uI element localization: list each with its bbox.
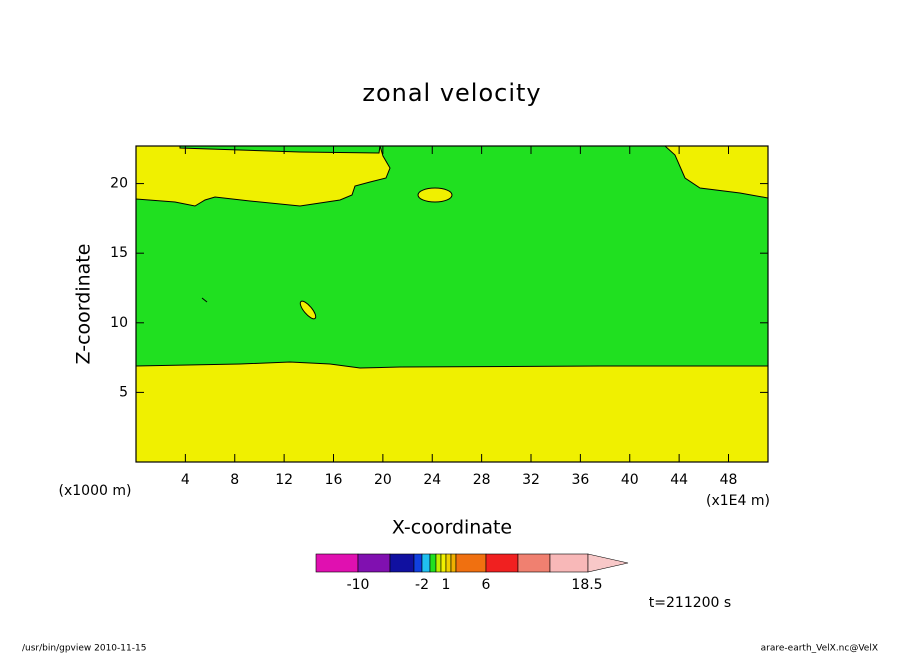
colorbar-label: 18.5	[571, 577, 602, 593]
colorbar-box	[485, 553, 519, 573]
island-yellow	[417, 187, 453, 203]
contour-field	[135, 145, 769, 462]
y-tick-label: 20	[110, 176, 128, 192]
x-tick-label: 20	[374, 472, 392, 488]
colorbar: -10 -2 1 6 18.5	[315, 553, 629, 593]
y-axis-label: Z-coordinate	[73, 244, 95, 365]
colorbar-box	[421, 553, 431, 573]
x-tick-label: 48	[720, 472, 738, 488]
x-tick-label: 32	[522, 472, 540, 488]
colorbar-box	[435, 553, 442, 573]
colorbar-arrow	[587, 553, 629, 573]
y-tick-label: 5	[119, 384, 128, 400]
colorbar-box	[445, 553, 452, 573]
colorbar-label: 1	[442, 577, 451, 593]
colorbar-box	[440, 553, 447, 573]
colorbar-box	[455, 553, 487, 573]
chart-title: zonal velocity	[362, 79, 541, 107]
x-tick-label: 8	[230, 472, 239, 488]
x-tick-label: 44	[670, 472, 688, 488]
x-unit-label: (x1000 m)	[59, 483, 132, 499]
plot-frame	[135, 145, 769, 463]
colorbar-box	[315, 553, 359, 573]
footer-right: arare-earth_VelX.nc@VelX	[761, 644, 878, 654]
x-tick-label: 36	[571, 472, 589, 488]
x-tick-label: 28	[473, 472, 491, 488]
colorbar-box	[549, 553, 589, 573]
x-tick-label: 16	[325, 472, 343, 488]
island-yellow	[299, 300, 317, 320]
colorbar-label: -10	[347, 577, 370, 593]
colorbar-box	[450, 553, 457, 573]
colorbar-box	[389, 553, 415, 573]
y-tick-label: 10	[110, 315, 128, 331]
colorbar-label: 6	[482, 577, 491, 593]
time-label: t=211200 s	[649, 595, 731, 611]
y-tick-label: 15	[110, 245, 128, 261]
x-unit-label-right: (x1E4 m)	[706, 493, 770, 509]
colorbar-box	[429, 553, 437, 573]
x-axis-label: X-coordinate	[392, 517, 512, 539]
x-tick-label: 24	[423, 472, 441, 488]
colorbar-box	[517, 553, 551, 573]
colorbar-box	[357, 553, 391, 573]
colorbar-label: -2	[415, 577, 429, 593]
x-tick-label: 4	[181, 472, 190, 488]
x-tick-label: 12	[275, 472, 293, 488]
contour-fragment	[201, 297, 208, 303]
footer-left: /usr/bin/gpview 2010-11-15	[22, 644, 146, 654]
x-tick-label: 40	[621, 472, 639, 488]
colorbar-box	[413, 553, 423, 573]
